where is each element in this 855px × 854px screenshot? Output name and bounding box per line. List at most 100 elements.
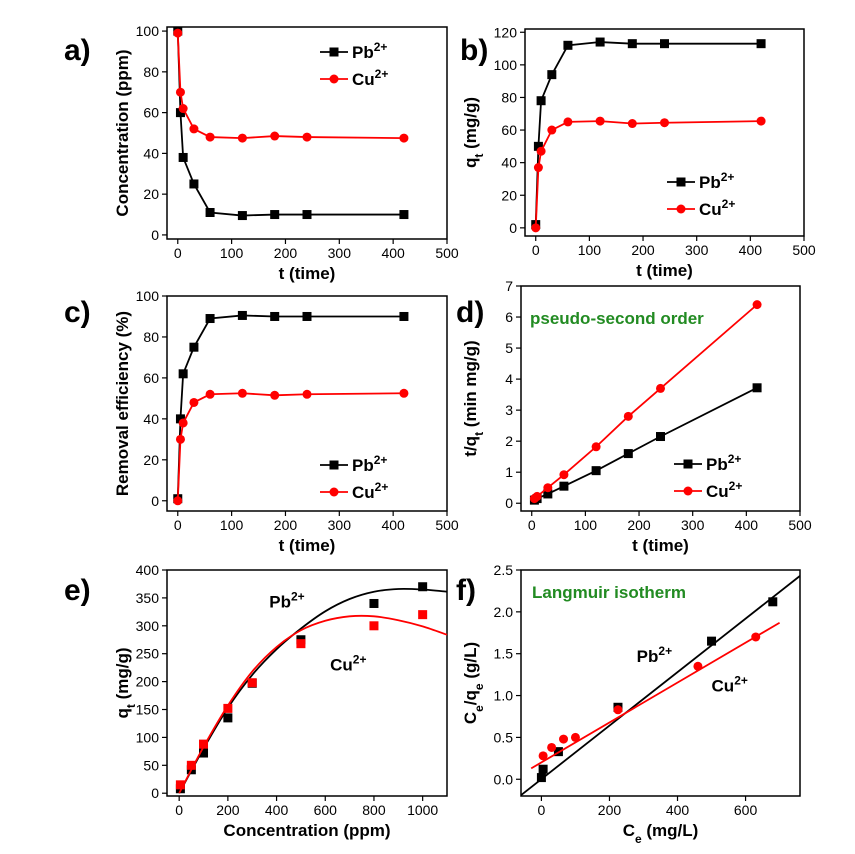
series-label: Pb2+	[637, 644, 672, 666]
x-tick-label: 400	[735, 517, 759, 533]
x-tick-label: 400	[381, 245, 405, 261]
x-axis-label: t (time)	[279, 536, 336, 555]
x-tick-label: 300	[328, 245, 352, 261]
x-tick-label: 300	[685, 242, 709, 258]
y-tick-label: 60	[501, 122, 517, 138]
y-tick-label: 60	[143, 105, 159, 121]
y-axis-label: qt (mg/g)	[461, 97, 486, 168]
legend: Pb2+ Cu2+	[674, 452, 742, 501]
y-axis-label: Removal efficiency (%)	[113, 311, 132, 496]
data-point	[559, 481, 569, 491]
data-point	[756, 39, 766, 49]
data-point	[660, 39, 669, 49]
y-tick-label: 100	[136, 23, 160, 39]
plot-frame	[524, 28, 805, 237]
legend-marker	[676, 177, 686, 187]
data-point	[189, 397, 199, 407]
x-tick-label: 200	[627, 517, 651, 533]
data-point	[660, 118, 669, 128]
data-point	[547, 125, 557, 135]
panel-label: d)	[456, 296, 484, 329]
data-point	[270, 210, 280, 220]
x-axis-label: t (time)	[632, 536, 689, 555]
x-tick-label: 600	[314, 802, 338, 818]
y-tick-label: 0.0	[494, 771, 514, 787]
data-point	[237, 310, 247, 320]
y-tick-label: 400	[136, 562, 160, 578]
data-point	[270, 390, 280, 400]
y-tick-label: 6	[505, 309, 513, 325]
x-tick-label: 500	[788, 517, 812, 533]
y-tick-label: 40	[143, 411, 159, 427]
x-tick-label: 200	[631, 242, 655, 258]
data-point	[178, 418, 188, 428]
legend: Pb2+ Cu2+	[320, 453, 388, 502]
data-point	[178, 104, 188, 114]
panel-label: a)	[64, 34, 91, 67]
x-tick-label: 0	[528, 517, 536, 533]
data-point	[175, 87, 185, 97]
y-tick-label: 0	[151, 785, 159, 801]
panel-label: e)	[64, 574, 91, 607]
data-point	[536, 96, 546, 106]
y-tick-label: 4	[505, 371, 513, 387]
data-point	[247, 678, 257, 688]
data-point	[707, 636, 717, 646]
x-tick-label: 0	[538, 802, 546, 818]
data-point	[595, 37, 605, 47]
data-point	[302, 132, 312, 142]
data-point	[205, 314, 215, 324]
x-tick-label: 300	[328, 517, 352, 533]
legend-marker	[683, 486, 693, 496]
x-tick-label: 500	[435, 245, 459, 261]
y-tick-label: 0	[151, 493, 159, 509]
y-tick-label: 150	[136, 702, 160, 718]
plot-frame	[520, 569, 801, 797]
legend: Pb2+ Cu2+	[320, 40, 388, 89]
data-point	[399, 133, 409, 143]
x-tick-label: 1000	[407, 802, 438, 818]
x-tick-label: 300	[681, 517, 705, 533]
data-point	[693, 661, 703, 671]
data-point	[538, 751, 548, 761]
y-axis-label: Concentration (ppm)	[113, 49, 132, 216]
data-point	[399, 210, 409, 220]
series-cu	[173, 388, 409, 506]
legend: Pb2+ Cu2+	[667, 170, 735, 219]
data-point	[591, 466, 601, 476]
data-point	[302, 389, 312, 399]
y-tick-label: 200	[136, 674, 160, 690]
y-tick-label: 5	[505, 340, 513, 356]
data-point	[656, 432, 665, 442]
y-tick-label: 100	[494, 57, 518, 73]
x-tick-label: 100	[578, 242, 602, 258]
data-point	[543, 489, 553, 499]
data-point	[418, 582, 428, 592]
data-point	[613, 705, 623, 715]
y-tick-label: 60	[143, 370, 159, 386]
series-pb: Pb2+	[520, 575, 801, 796]
data-point	[536, 773, 546, 783]
data-point	[623, 411, 633, 421]
plot-frame	[520, 285, 801, 512]
legend-label: Pb2+	[352, 40, 387, 62]
data-point	[369, 621, 379, 631]
x-tick-label: 500	[435, 517, 459, 533]
fit-line	[178, 587, 448, 794]
data-point	[296, 639, 306, 649]
data-point	[559, 734, 569, 744]
legend-label: Pb2+	[699, 170, 734, 192]
data-point	[399, 388, 409, 398]
x-tick-label: 0	[175, 802, 183, 818]
legend-marker	[676, 204, 686, 214]
series-label: Cu2+	[712, 673, 748, 695]
x-tick-label: 500	[792, 242, 816, 258]
x-axis-label: Concentration (ppm)	[223, 821, 390, 840]
x-tick-label: 100	[574, 517, 598, 533]
x-tick-label: 400	[739, 242, 763, 258]
y-tick-label: 0	[505, 495, 513, 511]
x-tick-label: 100	[220, 517, 244, 533]
data-point	[178, 369, 188, 379]
data-point	[559, 470, 569, 480]
